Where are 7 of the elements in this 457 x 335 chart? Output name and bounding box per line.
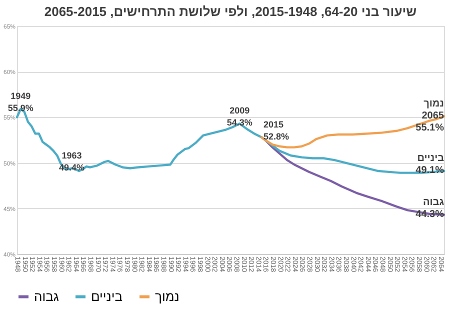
legend-label: ביניים (91, 288, 123, 304)
annotation: 1949 55.9% (8, 90, 34, 113)
legend-label: נמוך (155, 288, 180, 304)
chart-title: שיעור בני 64-20, 2015-1948, ולפי שלושת התרחישים, 2065-2015 (44, 4, 417, 19)
annotation: 2015 52.8% (264, 119, 290, 142)
legend-label: גבוה (34, 288, 60, 304)
annotation: 2009 54.3% (226, 106, 252, 128)
